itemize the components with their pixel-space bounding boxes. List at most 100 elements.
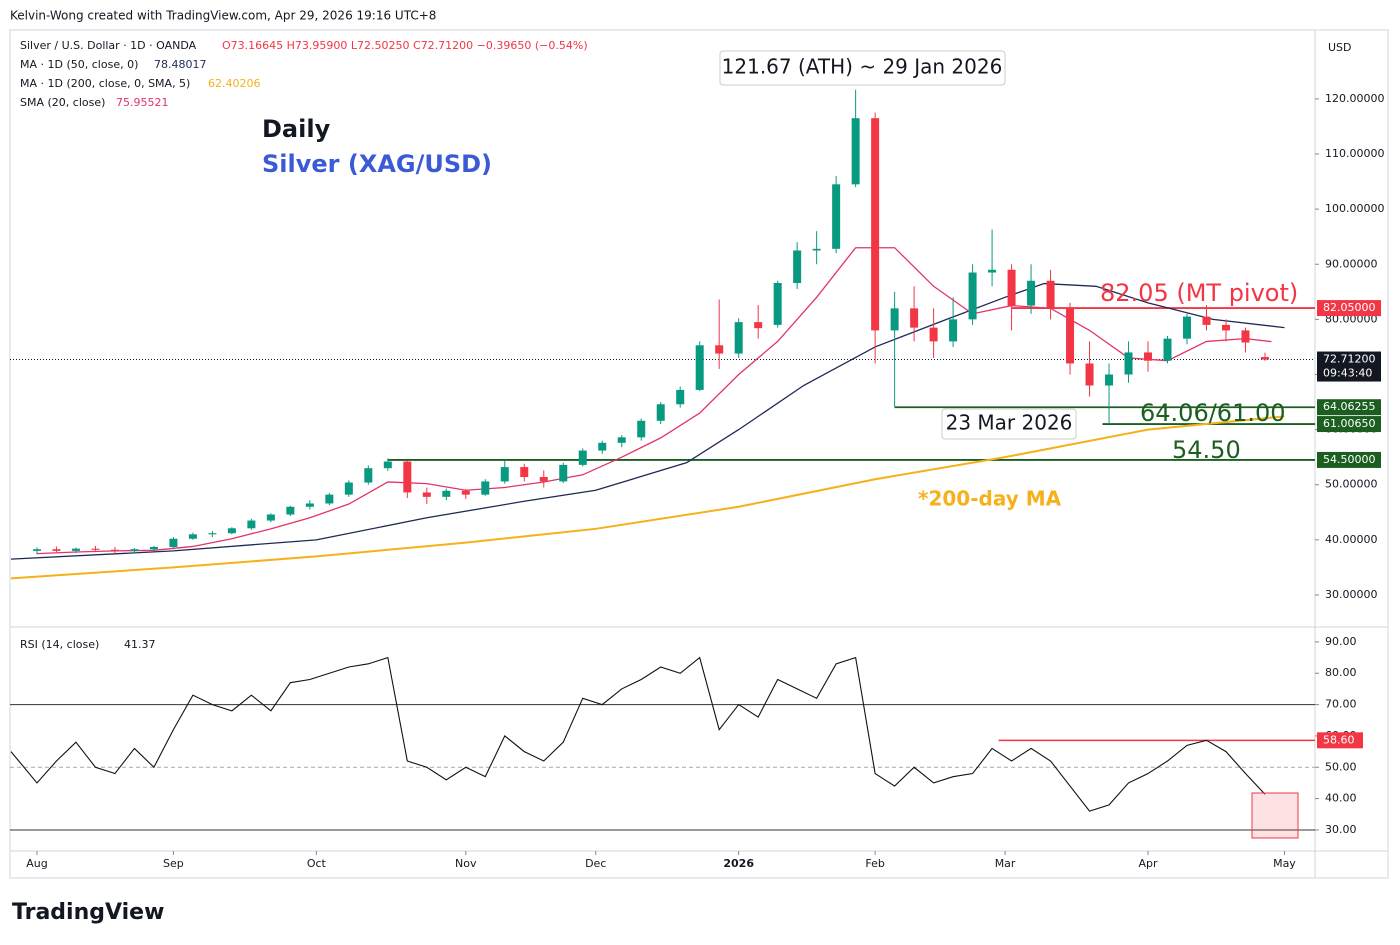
last-price-label: 72.71200 <box>1323 353 1376 366</box>
x-tick-label: Mar <box>995 857 1016 870</box>
credit: Kelvin-Wong created with TradingView.com… <box>10 9 436 23</box>
candle-body <box>1163 338 1172 361</box>
rsi-name: RSI (14, close) <box>20 638 99 651</box>
rsi-value: 41.37 <box>124 638 156 651</box>
y-tick-label: 120.00000 <box>1325 92 1385 105</box>
x-tick-label: Aug <box>26 857 47 870</box>
title: Daily <box>262 115 331 143</box>
ma-line <box>10 415 1285 580</box>
candle-body <box>461 490 470 495</box>
x-tick-label: May <box>1273 857 1296 870</box>
candle-body <box>383 461 392 469</box>
y-tick-label: 50.00 <box>1325 760 1357 773</box>
y-tick-label: 90.00 <box>1325 635 1357 648</box>
candle-body <box>403 461 412 493</box>
candle-body <box>1124 352 1133 375</box>
ma200-label: *200-day MA <box>918 487 1062 511</box>
candle-body <box>1144 352 1153 361</box>
candle-body <box>832 184 841 249</box>
x-tick-label: Nov <box>455 857 477 870</box>
candle-body <box>1221 324 1230 331</box>
y-tick-label: 70.00 <box>1325 698 1357 711</box>
ohlc: O73.16645 H73.95900 L72.50250 C72.71200 … <box>222 39 588 52</box>
candle-body <box>52 549 61 551</box>
last-price-badge <box>1317 351 1381 382</box>
brand-logo: TradingView <box>12 900 164 925</box>
candle-body <box>32 549 41 551</box>
level-badge <box>1317 300 1381 317</box>
candle-body <box>695 345 704 390</box>
rsi-badge-label: 58.60 <box>1323 733 1355 746</box>
y-tick-label: 30.00 <box>1325 823 1357 836</box>
frame <box>9 29 1389 879</box>
candle-body <box>676 389 685 405</box>
highlight-box <box>1251 792 1299 839</box>
candle-body <box>305 503 314 507</box>
candle-body <box>890 308 899 331</box>
rsi-badge <box>1317 732 1363 749</box>
rsi-line <box>10 656 1266 812</box>
ma-line <box>10 282 1285 560</box>
x-tick-label: Apr <box>1139 857 1159 870</box>
candle-body <box>598 442 607 451</box>
candle-body <box>1046 280 1055 309</box>
countdown: 09:43:40 <box>1323 367 1372 380</box>
candle-body <box>266 514 275 521</box>
pivot-label: 82.05 (MT pivot) <box>1100 279 1298 307</box>
candle-body <box>637 420 646 438</box>
candle-body <box>188 534 197 539</box>
y-tick-label: 30.00000 <box>1325 588 1378 601</box>
candle-body <box>793 250 802 283</box>
ath-label: 121.67 (ATH) ~ 29 Jan 2026 <box>722 55 1003 79</box>
candle-body <box>208 533 217 535</box>
candle-body <box>968 272 977 320</box>
candle-body <box>1066 308 1075 364</box>
legend-entry: SMA (20, close) <box>20 96 105 109</box>
candle-body <box>1260 357 1269 360</box>
legend-entry: MA · 1D (50, close, 0) <box>20 58 138 71</box>
date-box <box>941 408 1077 440</box>
candle-body <box>1105 374 1114 386</box>
legend-value: 75.95521 <box>116 96 169 109</box>
candle-body <box>559 464 568 482</box>
candle-body <box>1085 363 1094 386</box>
x-tick-label: Sep <box>163 857 184 870</box>
x-tick-label: 2026 <box>723 857 754 870</box>
candle-body <box>286 506 295 515</box>
charts: 30.0000040.0000050.0000060.0000070.00000… <box>10 39 1385 870</box>
subtitle: Silver (XAG/USD) <box>262 150 492 178</box>
candle-body <box>71 548 80 551</box>
x-tick-label: Oct <box>307 857 327 870</box>
candle-body <box>500 467 509 482</box>
candle-body <box>149 547 158 550</box>
candle-body <box>656 404 665 421</box>
level-badge <box>1317 399 1381 416</box>
level-badge-label: 82.05000 <box>1323 301 1376 314</box>
y-tick-label: 80.00 <box>1325 666 1357 679</box>
support-label: 64.06/61.00 <box>1140 399 1286 427</box>
candle-body <box>364 468 373 483</box>
candle-body <box>1027 280 1036 306</box>
support2-label: 54.50 <box>1172 436 1241 464</box>
candle-body <box>910 308 919 328</box>
candle-body <box>851 118 860 185</box>
candle-body <box>227 528 236 534</box>
candle-body <box>949 319 958 342</box>
candle-body <box>929 327 938 342</box>
ath-box <box>719 50 1006 86</box>
candle-body <box>130 549 139 551</box>
candle-body <box>1007 269 1016 306</box>
currency: USD <box>1328 41 1352 54</box>
candle-body <box>617 437 626 443</box>
candle-body <box>422 492 431 497</box>
candle-body <box>773 282 782 325</box>
y-tick-label: 40.00 <box>1325 792 1357 805</box>
level-badge <box>1317 416 1381 433</box>
legend-value: 78.48017 <box>154 58 207 71</box>
candle-body <box>169 538 178 548</box>
y-tick-label: 40.00000 <box>1325 533 1378 546</box>
symbol: Silver / U.S. Dollar · 1D · OANDA <box>20 39 197 52</box>
legend-entry: MA · 1D (200, close, 0, SMA, 5) <box>20 77 190 90</box>
